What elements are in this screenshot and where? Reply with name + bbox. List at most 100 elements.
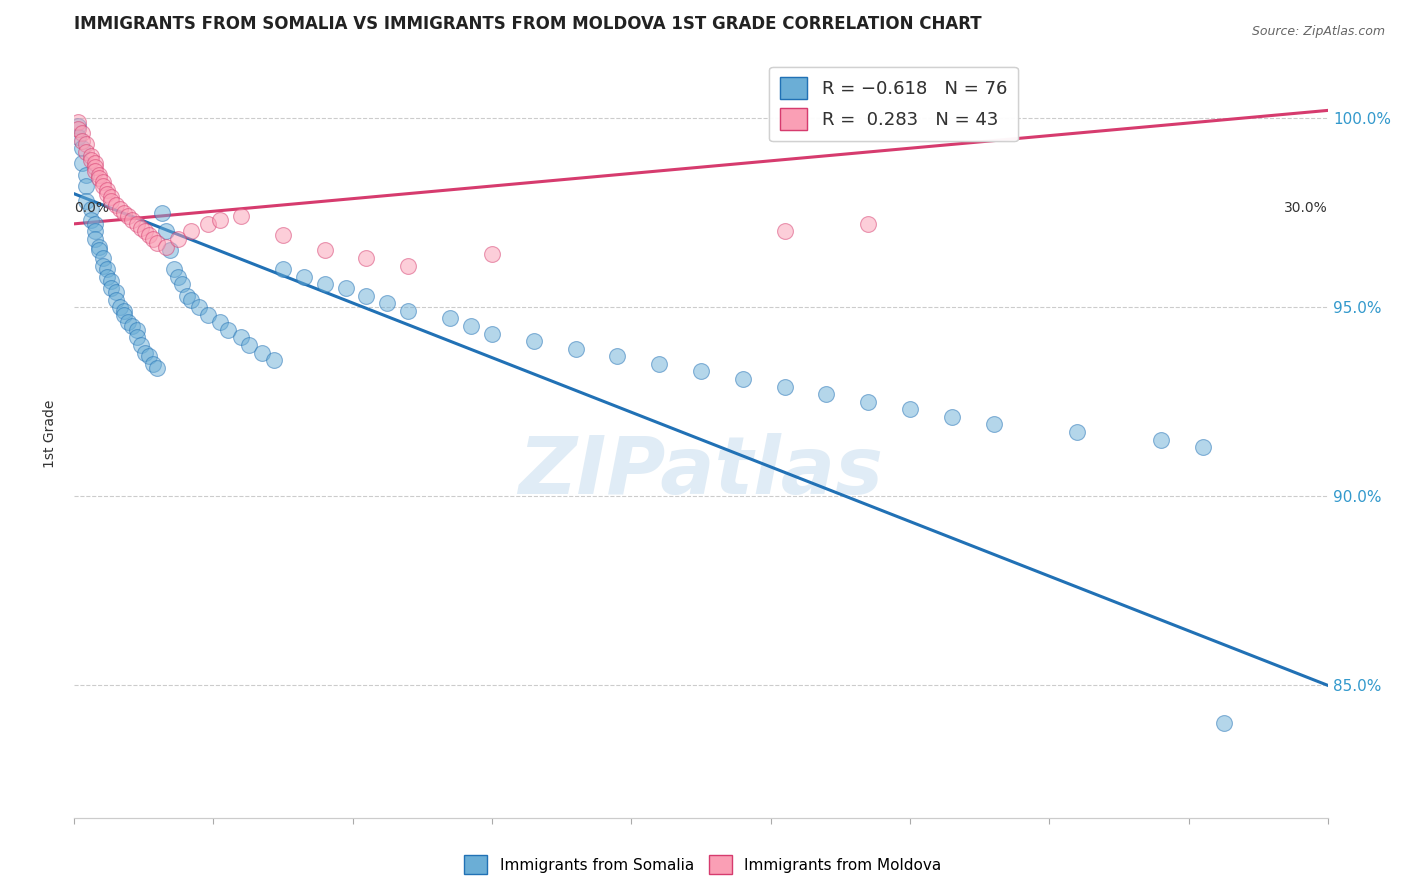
Point [238, 338, 260, 352]
Point [91, 175, 114, 189]
Point [150, 205, 173, 219]
Point [356, 251, 378, 265]
Point [112, 304, 135, 318]
Point [180, 293, 202, 307]
Point [87, 171, 110, 186]
Point [129, 220, 152, 235]
Point [155, 239, 177, 253]
Point [91, 179, 114, 194]
Point [129, 338, 152, 352]
Point [112, 308, 135, 322]
Point [70, 141, 93, 155]
Point [690, 364, 713, 378]
Point [70, 126, 93, 140]
Point [396, 304, 419, 318]
Point [70, 156, 93, 170]
Point [66, 114, 89, 128]
Point [79, 202, 101, 216]
Point [79, 153, 101, 167]
Point [197, 217, 219, 231]
Point [87, 239, 110, 253]
Point [858, 394, 880, 409]
Point [75, 194, 97, 209]
Point [146, 360, 169, 375]
Point [209, 213, 232, 227]
Point [180, 224, 202, 238]
Point [314, 277, 336, 292]
Point [858, 217, 880, 231]
Point [439, 311, 461, 326]
Point [79, 213, 101, 227]
Point [121, 319, 143, 334]
Point [83, 164, 105, 178]
Point [87, 244, 110, 258]
Text: IMMIGRANTS FROM SOMALIA VS IMMIGRANTS FROM MOLDOVA 1ST GRADE CORRELATION CHART: IMMIGRANTS FROM SOMALIA VS IMMIGRANTS FR… [73, 15, 981, 33]
Point [271, 262, 294, 277]
Text: Source: ZipAtlas.com: Source: ZipAtlas.com [1251, 25, 1385, 38]
Point [100, 281, 122, 295]
Point [898, 402, 921, 417]
Point [209, 315, 232, 329]
Point [104, 293, 127, 307]
Point [159, 244, 181, 258]
Point [146, 235, 169, 250]
Point [1066, 425, 1088, 439]
Point [648, 357, 671, 371]
Point [83, 217, 105, 231]
Point [564, 342, 586, 356]
Point [815, 387, 838, 401]
Point [100, 194, 122, 209]
Point [773, 224, 796, 238]
Point [66, 129, 89, 144]
Point [104, 198, 127, 212]
Point [83, 156, 105, 170]
Point [96, 186, 118, 201]
Point [125, 330, 148, 344]
Point [292, 269, 315, 284]
Point [134, 224, 156, 238]
Legend: Immigrants from Somalia, Immigrants from Moldova: Immigrants from Somalia, Immigrants from… [458, 849, 948, 880]
Point [155, 224, 177, 238]
Point [91, 251, 114, 265]
Point [377, 296, 399, 310]
Y-axis label: 1st Grade: 1st Grade [44, 400, 58, 468]
Point [83, 160, 105, 174]
Point [125, 323, 148, 337]
Point [134, 345, 156, 359]
Point [172, 277, 194, 292]
Point [481, 326, 503, 341]
Point [75, 179, 97, 194]
Point [96, 183, 118, 197]
Point [176, 289, 198, 303]
Point [335, 281, 357, 295]
Point [1212, 716, 1234, 731]
Point [66, 122, 89, 136]
Point [460, 319, 482, 334]
Point [356, 289, 378, 303]
Point [1150, 433, 1173, 447]
Point [606, 349, 628, 363]
Point [100, 274, 122, 288]
Point [167, 232, 190, 246]
Point [163, 262, 186, 277]
Point [396, 259, 419, 273]
Point [104, 285, 127, 299]
Point [138, 349, 160, 363]
Point [229, 330, 252, 344]
Point [100, 190, 122, 204]
Point [481, 247, 503, 261]
Point [87, 168, 110, 182]
Point [983, 417, 1005, 432]
Point [79, 149, 101, 163]
Point [138, 228, 160, 243]
Text: 30.0%: 30.0% [1285, 202, 1329, 215]
Point [197, 308, 219, 322]
Point [263, 353, 285, 368]
Point [142, 232, 165, 246]
Point [167, 269, 190, 284]
Point [91, 259, 114, 273]
Text: 0.0%: 0.0% [73, 202, 108, 215]
Point [142, 357, 165, 371]
Point [773, 379, 796, 393]
Point [117, 210, 139, 224]
